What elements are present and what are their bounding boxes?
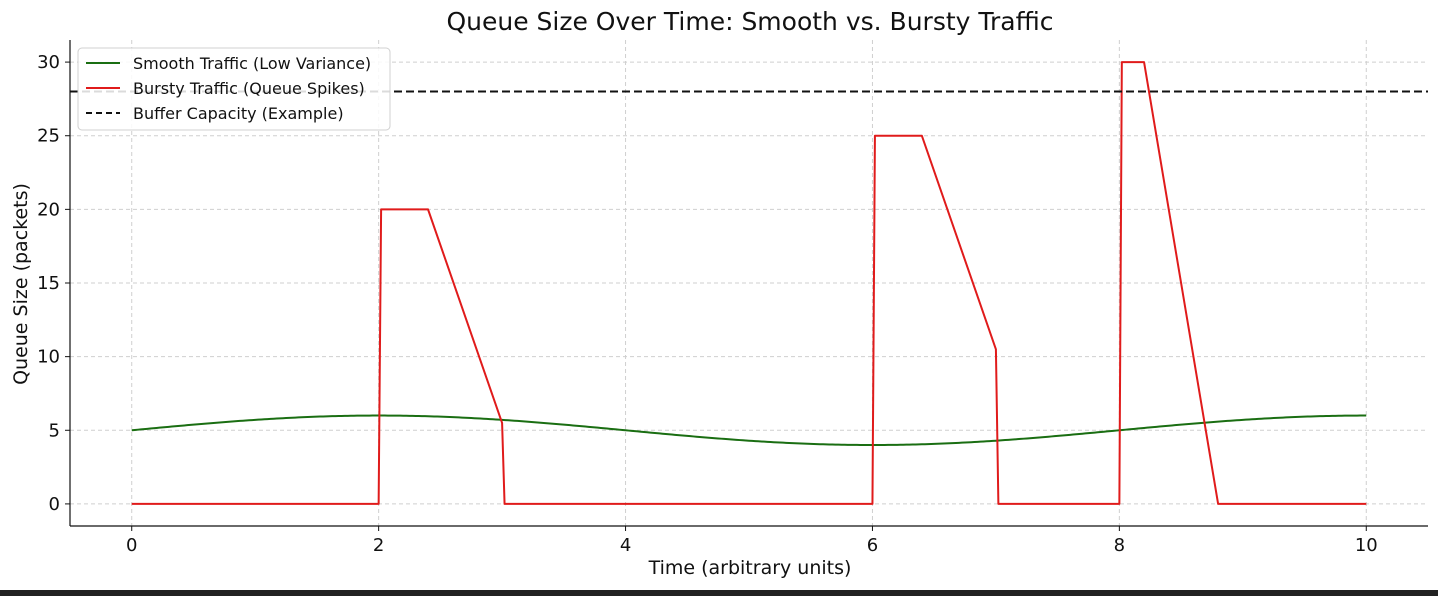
x-tick-label: 6 <box>867 535 878 556</box>
y-tick-label: 25 <box>37 126 60 147</box>
y-tick-label: 5 <box>49 420 60 441</box>
legend: Smooth Traffic (Low Variance) Bursty Traf… <box>77 47 391 131</box>
legend-label: Smooth Traffic (Low Variance) <box>133 54 371 73</box>
plot-series <box>70 61 1428 505</box>
y-tick-label: 15 <box>37 273 60 294</box>
y-tick-label: 20 <box>37 199 60 220</box>
x-tick-label: 4 <box>620 535 631 556</box>
legend-label: Buffer Capacity (Example) <box>133 104 344 123</box>
y-tick-label: 30 <box>37 52 60 73</box>
x-tick-label: 8 <box>1114 535 1125 556</box>
axes <box>65 40 1428 531</box>
y-axis-label: Queue Size (packets) <box>10 183 32 385</box>
x-tick-label: 2 <box>373 535 384 556</box>
tick-labels: 0 2 4 6 8 10 0 5 10 15 20 25 30 <box>37 52 1378 556</box>
legend-label: Bursty Traffic (Queue Spikes) <box>133 79 365 98</box>
x-axis-label: Time (arbitrary units) <box>648 557 852 579</box>
x-tick-label: 0 <box>126 535 137 556</box>
y-tick-label: 0 <box>49 494 60 515</box>
bursty-traffic-line <box>131 61 1367 505</box>
chart-title: Queue Size Over Time: Smooth vs. Bursty … <box>446 7 1053 36</box>
y-tick-label: 10 <box>37 347 60 368</box>
legend-box <box>77 47 391 131</box>
window-bottom-edge <box>0 590 1438 596</box>
smooth-traffic-line <box>131 414 1367 446</box>
x-tick-label: 10 <box>1355 535 1378 556</box>
